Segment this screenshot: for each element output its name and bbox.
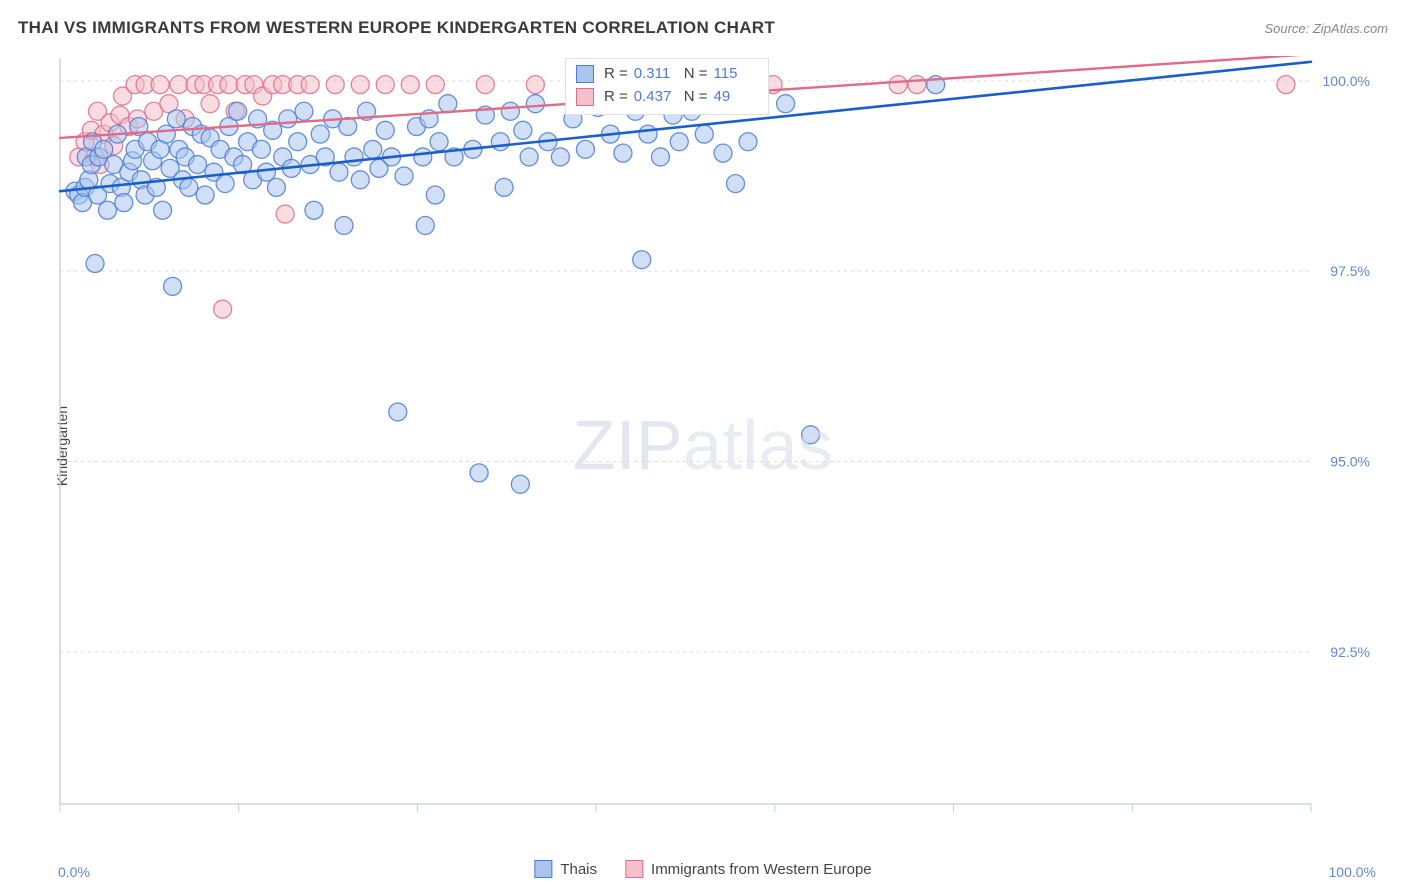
source-attribution: Source: ZipAtlas.com (1264, 21, 1388, 36)
svg-text:92.5%: 92.5% (1330, 644, 1370, 660)
stats-row-blue: R = 0.311 N = 115 (576, 62, 758, 85)
blue-swatch-icon (576, 65, 594, 83)
svg-text:97.5%: 97.5% (1330, 263, 1370, 279)
pink-swatch-icon (625, 860, 643, 878)
svg-text:100.0%: 100.0% (1323, 73, 1370, 89)
stats-box: R = 0.311 N = 115 R = 0.437 N = 49 (565, 58, 769, 115)
legend: Thais Immigrants from Western Europe (534, 860, 871, 878)
x-axis-min-label: 0.0% (58, 864, 90, 880)
blue-swatch-icon (534, 860, 552, 878)
svg-text:95.0%: 95.0% (1330, 453, 1370, 469)
pink-swatch-icon (576, 88, 594, 106)
chart-area: 92.5% 95.0% 97.5% 100.0% (58, 56, 1376, 832)
legend-item-western-europe: Immigrants from Western Europe (625, 860, 872, 878)
chart-title: THAI VS IMMIGRANTS FROM WESTERN EUROPE K… (18, 18, 775, 38)
scatter-plot: 92.5% 95.0% 97.5% 100.0% (58, 56, 1376, 832)
legend-label: Thais (560, 861, 597, 878)
x-axis-max-label: 100.0% (1329, 864, 1376, 880)
stats-row-pink: R = 0.437 N = 49 (576, 85, 758, 108)
legend-label: Immigrants from Western Europe (651, 861, 872, 878)
legend-item-thais: Thais (534, 860, 597, 878)
